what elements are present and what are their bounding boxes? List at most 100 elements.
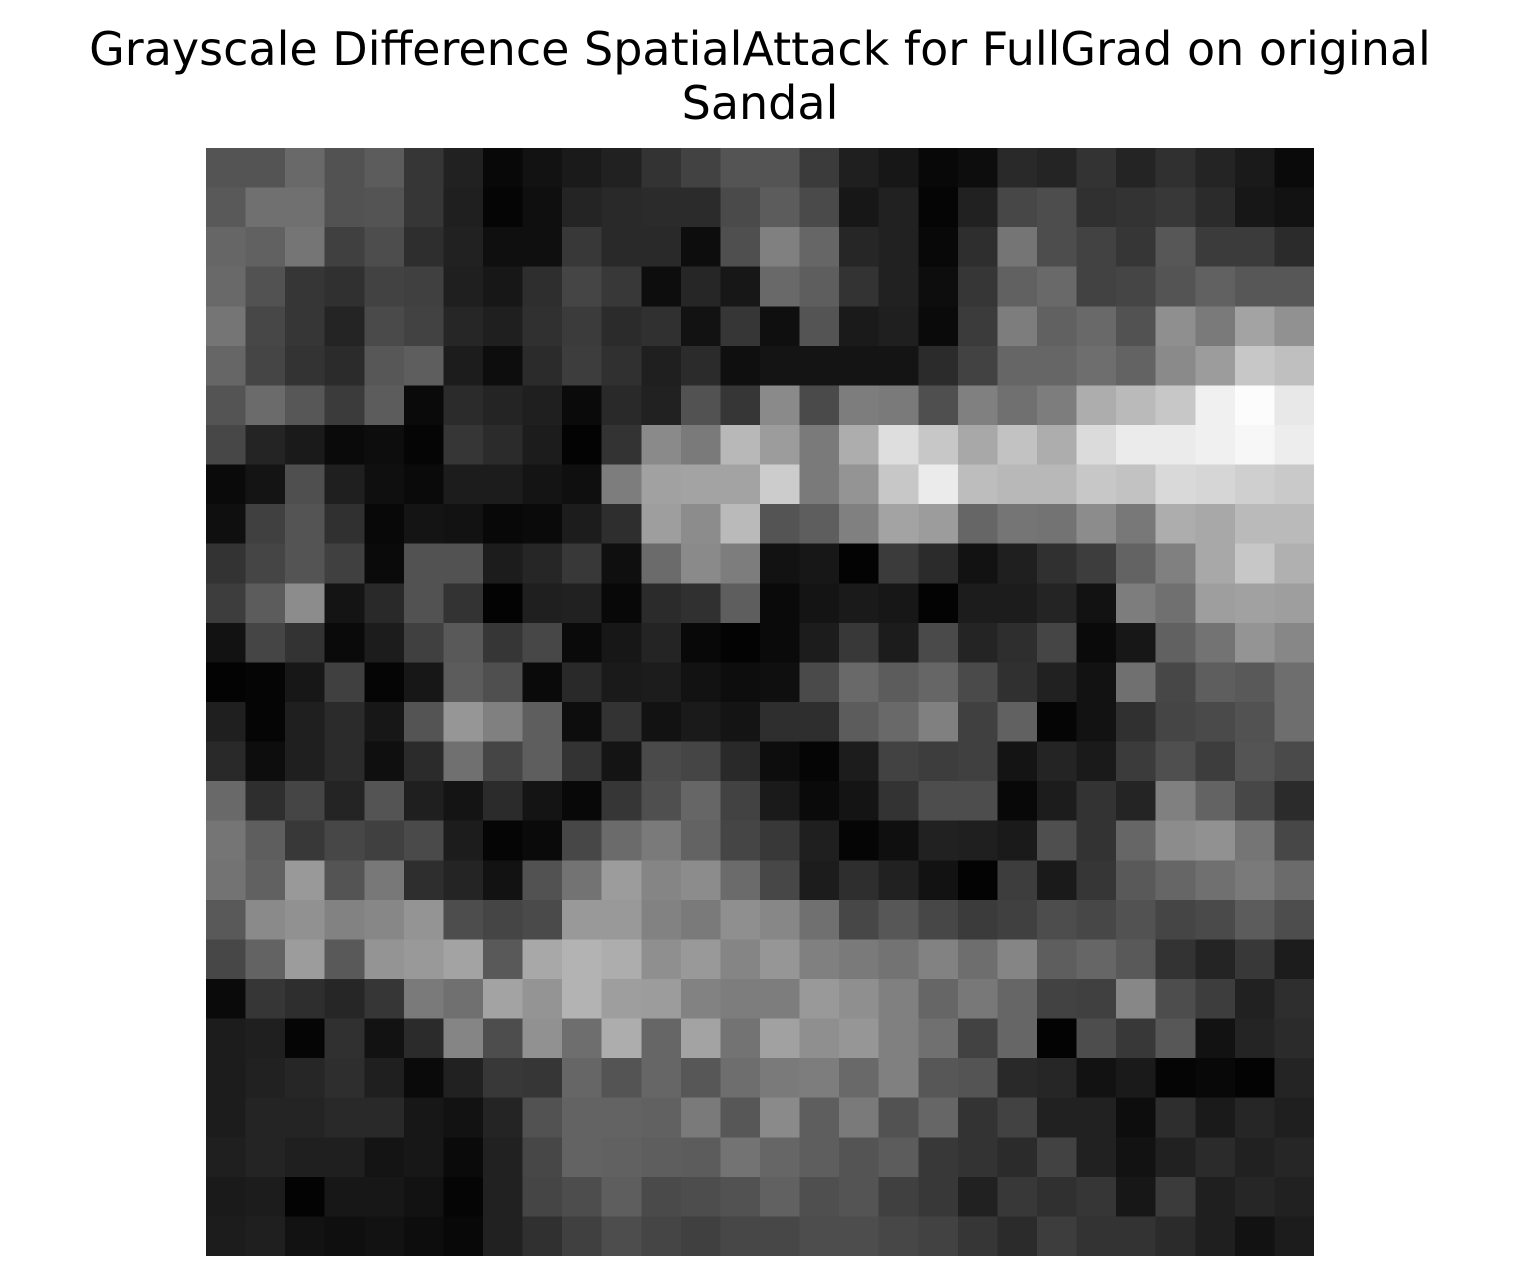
heatmap-cell-r5-c24 [1155,345,1196,387]
heatmap-cell-r11-c17 [878,583,919,624]
heatmap-cell-r23-c22 [1076,1058,1117,1099]
heatmap-cell-r14-c4 [364,702,405,743]
heatmap-cell-r14-c22 [1076,702,1117,743]
heatmap-cell-r8-c0 [206,464,247,505]
heatmap-cell-r16-c4 [364,781,405,822]
heatmap-cell-r9-c15 [799,504,840,545]
heatmap-cell-r12-c16 [839,622,880,664]
heatmap-cell-r27-c0 [206,1216,247,1256]
heatmap-cell-r16-c20 [997,781,1038,822]
heatmap-cell-r23-c10 [601,1058,642,1099]
heatmap-cell-r24-c12 [680,1097,722,1138]
heatmap-cell-r2-c22 [1076,227,1117,268]
heatmap-cell-r11-c9 [562,583,603,624]
heatmap-cell-r6-c16 [839,385,880,426]
heatmap-cell-r1-c12 [680,187,722,228]
heatmap-cell-r2-c7 [483,227,524,268]
heatmap-cell-r3-c16 [839,266,880,307]
heatmap-cell-r7-c13 [720,425,761,466]
heatmap-cell-r8-c18 [918,464,959,505]
heatmap-cell-r24-c22 [1076,1097,1117,1138]
heatmap-cell-r15-c5 [403,741,445,782]
heatmap-cell-r7-c10 [601,425,642,466]
heatmap-cell-r14-c5 [403,702,445,743]
heatmap-cell-r27-c11 [641,1216,682,1256]
heatmap-cell-r15-c15 [799,741,840,782]
heatmap-cell-r17-c5 [403,820,445,861]
heatmap-cell-r0-c12 [680,148,722,189]
heatmap-cell-r25-c24 [1155,1137,1196,1178]
heatmap-cell-r6-c24 [1155,385,1196,426]
heatmap-cell-r26-c9 [562,1176,603,1218]
heatmap-cell-r26-c12 [680,1176,722,1218]
heatmap-cell-r16-c15 [799,781,840,822]
heatmap-cell-r24-c4 [364,1097,405,1138]
heatmap-cell-r4-c8 [522,306,563,347]
heatmap-cell-r8-c22 [1076,464,1117,505]
heatmap-cell-r0-c27 [1274,148,1314,189]
heatmap-cell-r1-c0 [206,187,247,228]
heatmap-cell-r0-c26 [1234,148,1276,189]
heatmap-cell-r1-c13 [720,187,761,228]
heatmap-cell-r1-c17 [878,187,919,228]
heatmap-cell-r13-c2 [285,662,326,703]
heatmap-cell-r6-c19 [957,385,999,426]
heatmap-cell-r23-c5 [403,1058,445,1099]
heatmap-cell-r23-c12 [680,1058,722,1099]
heatmap-cell-r12-c15 [799,622,840,664]
heatmap-cell-r25-c20 [997,1137,1038,1178]
heatmap-cell-r6-c6 [443,385,484,426]
heatmap-cell-r7-c6 [443,425,484,466]
heatmap-cell-r7-c17 [878,425,919,466]
heatmap-cell-r11-c5 [403,583,445,624]
heatmap-cell-r18-c11 [641,860,682,901]
heatmap-cell-r26-c1 [245,1176,286,1218]
heatmap-cell-r8-c21 [1037,464,1078,505]
heatmap-cell-r10-c21 [1037,543,1078,584]
heatmap-cell-r19-c0 [206,899,247,941]
heatmap-cell-r4-c25 [1195,306,1236,347]
heatmap-cell-r20-c11 [641,939,682,980]
heatmap-cell-r3-c22 [1076,266,1117,307]
heatmap-cell-r16-c14 [760,781,801,822]
heatmap-cell-r19-c22 [1076,899,1117,941]
heatmap-cell-r19-c3 [324,899,365,941]
heatmap-cell-r8-c15 [799,464,840,505]
heatmap-cell-r11-c22 [1076,583,1117,624]
heatmap-cell-r20-c24 [1155,939,1196,980]
heatmap-cell-r22-c21 [1037,1018,1078,1059]
heatmap-cell-r8-c11 [641,464,682,505]
heatmap-cell-r26-c21 [1037,1176,1078,1218]
heatmap-cell-r11-c6 [443,583,484,624]
heatmap-cell-r4-c11 [641,306,682,347]
heatmap-cell-r1-c23 [1116,187,1157,228]
heatmap-cell-r21-c8 [522,979,563,1020]
heatmap-cell-r11-c16 [839,583,880,624]
heatmap-cell-r11-c0 [206,583,247,624]
heatmap-cell-r12-c5 [403,622,445,664]
heatmap-cell-r4-c24 [1155,306,1196,347]
heatmap-cell-r2-c26 [1234,227,1276,268]
heatmap-cell-r13-c25 [1195,662,1236,703]
heatmap-cell-r8-c2 [285,464,326,505]
heatmap-cell-r0-c7 [483,148,524,189]
heatmap-cell-r17-c4 [364,820,405,861]
heatmap-cell-r22-c2 [285,1018,326,1059]
heatmap-cell-r21-c5 [403,979,445,1020]
heatmap-cell-r4-c7 [483,306,524,347]
heatmap-cell-r20-c12 [680,939,722,980]
heatmap-cell-r22-c5 [403,1018,445,1059]
heatmap-cell-r8-c24 [1155,464,1196,505]
heatmap-cell-r13-c26 [1234,662,1276,703]
heatmap-cell-r12-c14 [760,622,801,664]
heatmap-cell-r26-c13 [720,1176,761,1218]
heatmap-cell-r7-c26 [1234,425,1276,466]
heatmap-cell-r27-c22 [1076,1216,1117,1256]
heatmap-cell-r23-c4 [364,1058,405,1099]
heatmap-cell-r0-c24 [1155,148,1196,189]
heatmap-cell-r18-c19 [957,860,999,901]
heatmap-cell-r8-c7 [483,464,524,505]
heatmap-cell-r18-c15 [799,860,840,901]
heatmap-cell-r7-c15 [799,425,840,466]
heatmap-cell-r27-c13 [720,1216,761,1256]
